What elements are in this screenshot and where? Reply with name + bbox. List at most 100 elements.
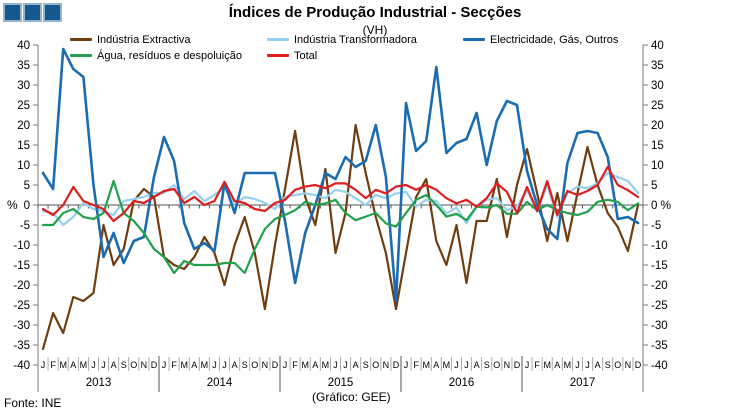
month-label: M xyxy=(543,360,551,370)
legend-label: Água, resíduos e despoluição xyxy=(97,49,242,62)
month-label: J xyxy=(575,360,580,370)
y-tick-label-left: 40 xyxy=(17,40,30,52)
month-label: J xyxy=(343,360,348,370)
y-tick-label-right: 15 xyxy=(651,140,664,152)
y-tick-label-left: -30 xyxy=(13,320,30,332)
legend-swatch-agua-residuos xyxy=(70,54,92,57)
y-tick-label-left: 30 xyxy=(17,80,30,92)
logo-square-2 xyxy=(23,3,42,22)
month-label: J xyxy=(222,360,227,370)
y-tick-label-left: -35 xyxy=(13,340,30,352)
unit-label-left: % xyxy=(7,198,18,212)
y-tick-label-right: -20 xyxy=(651,280,668,292)
y-tick-label-left: 25 xyxy=(17,100,30,112)
y-tick-label-left: 15 xyxy=(17,140,30,152)
logo-square-1 xyxy=(3,3,22,22)
month-label: S xyxy=(121,360,127,370)
credit-note: (Gráfico: GEE) xyxy=(312,390,391,404)
y-tick-label-left: 0 xyxy=(24,200,30,212)
series-line--gua-res-duos-e-despolui-o xyxy=(41,179,640,275)
y-tick-label-right: 40 xyxy=(651,40,664,52)
month-label: A xyxy=(554,360,560,370)
year-label: 2016 xyxy=(449,377,475,389)
month-label: A xyxy=(433,360,439,370)
month-label: F xyxy=(171,360,177,370)
y-tick-label-left: -15 xyxy=(13,260,30,272)
legend-label: Total xyxy=(294,49,318,62)
month-label: M xyxy=(201,360,209,370)
month-label: M xyxy=(422,360,430,370)
y-tick-label-right: 30 xyxy=(651,80,664,92)
month-label: J xyxy=(162,360,167,370)
year-label: 2013 xyxy=(86,377,112,389)
month-label: A xyxy=(111,360,117,370)
y-tick-label-right: -25 xyxy=(651,300,668,312)
month-label: F xyxy=(534,360,540,370)
legend-item-electricidade-gas-outros: Electricidade, Gás, Outros xyxy=(463,33,618,46)
legend-swatch-total xyxy=(267,54,289,57)
month-label: O xyxy=(130,360,137,370)
logo-square-3 xyxy=(43,3,62,22)
month-label: A xyxy=(595,360,601,370)
y-tick-label-right: -10 xyxy=(651,240,668,252)
y-tick-label-left: -5 xyxy=(20,220,30,232)
month-label: J xyxy=(585,360,590,370)
series-line-electricidade-g-s-outros xyxy=(41,47,640,303)
y-tick-label-left: -10 xyxy=(13,240,30,252)
month-label: J xyxy=(525,360,530,370)
month-label: A xyxy=(353,360,359,370)
year-label: 2014 xyxy=(207,377,233,389)
month-label: J xyxy=(41,360,46,370)
legend-item-industria-extractiva: Indústria Extractiva xyxy=(70,33,191,46)
y-tick-label-right: -5 xyxy=(651,220,661,232)
source-note: Fonte: INE xyxy=(4,396,62,410)
legend-label: Indústria Transformadora xyxy=(294,33,417,46)
month-label: S xyxy=(484,360,490,370)
y-tick-label-left: 10 xyxy=(17,160,30,172)
month-label: S xyxy=(363,360,369,370)
y-tick-label-right: 20 xyxy=(651,120,664,132)
month-label: F xyxy=(413,360,419,370)
chart-subtitle: (VH) xyxy=(362,23,388,37)
month-label: J xyxy=(464,360,469,370)
month-label: J xyxy=(454,360,459,370)
y-tick-label-right: 0 xyxy=(651,200,657,212)
legend-label: Indústria Extractiva xyxy=(97,33,191,46)
month-label: O xyxy=(372,360,379,370)
legend-item-agua-residuos: Água, resíduos e despoluição xyxy=(70,49,242,62)
y-tick-label-right: 10 xyxy=(651,160,664,172)
month-label: O xyxy=(614,360,621,370)
month-label: D xyxy=(151,360,158,370)
series-line-ind-stria-transformadora xyxy=(41,171,640,227)
legend-item-industria-transformadora: Indústria Transformadora xyxy=(267,33,417,46)
month-label: F xyxy=(50,360,56,370)
month-label: M xyxy=(322,360,330,370)
month-label: N xyxy=(141,360,148,370)
y-tick-label-left: 20 xyxy=(17,120,30,132)
month-label: J xyxy=(101,360,106,370)
month-label: M xyxy=(180,360,188,370)
legend-swatch-industria-transformadora xyxy=(267,38,289,41)
month-label: D xyxy=(393,360,400,370)
month-label: S xyxy=(605,360,611,370)
year-label: 2017 xyxy=(570,377,596,389)
legend-swatch-industria-extractiva xyxy=(70,38,92,41)
month-label: D xyxy=(635,360,642,370)
month-label: A xyxy=(312,360,318,370)
month-label: F xyxy=(292,360,298,370)
month-label: A xyxy=(70,360,76,370)
y-tick-label-right: 35 xyxy=(651,60,664,72)
y-tick-label-left: -25 xyxy=(13,300,30,312)
series-line-ind-stria-extractiva xyxy=(41,123,640,351)
month-label: D xyxy=(514,360,521,370)
month-label: N xyxy=(625,360,632,370)
legend-label: Electricidade, Gás, Outros xyxy=(490,33,619,46)
month-label: M xyxy=(59,360,67,370)
month-label: N xyxy=(262,360,269,370)
month-label: J xyxy=(404,360,409,370)
y-tick-label-right: 25 xyxy=(651,100,664,112)
month-label: M xyxy=(443,360,451,370)
month-label: J xyxy=(91,360,96,370)
